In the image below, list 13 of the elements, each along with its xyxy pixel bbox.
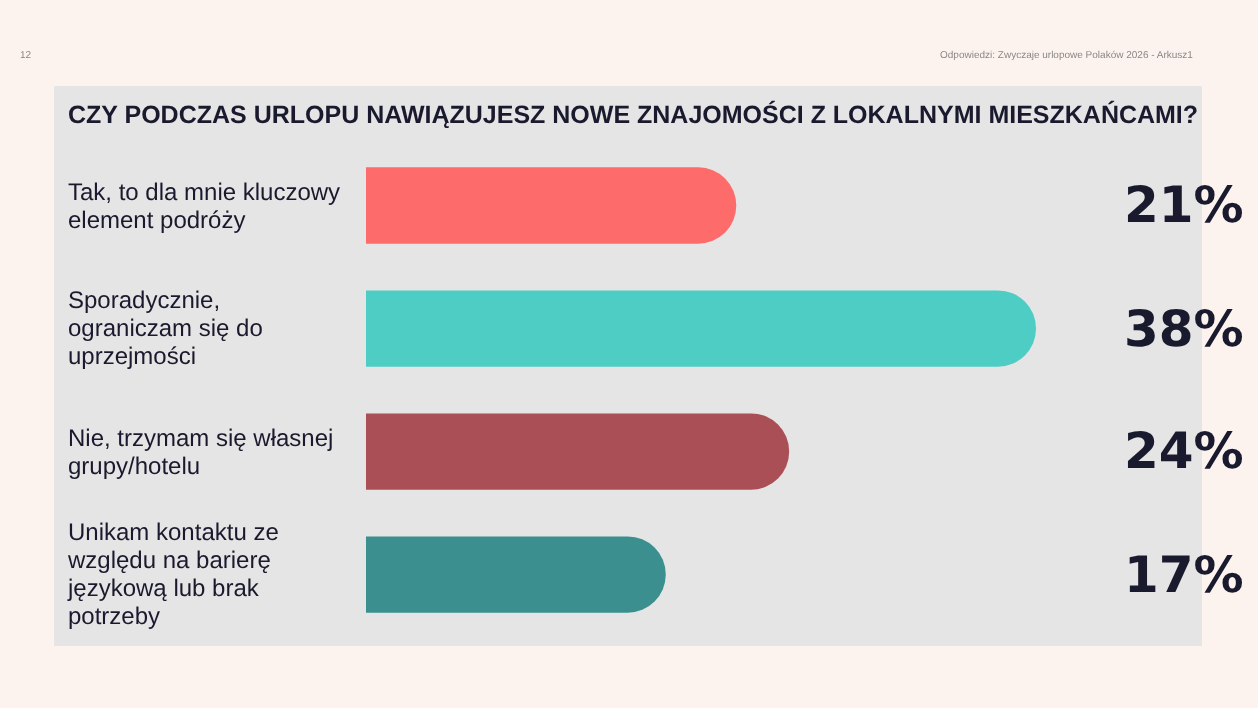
y-tick-label: Unikam kontaktu ze względu na barierę językową lub brak potrzeby xyxy=(68,518,281,631)
bar xyxy=(366,290,1036,367)
chart-title: CZY PODCZAS URLOPU NAWIĄZUJESZ NOWE ZNAJOMOŚCI Z LOKALNYMI MIESZKAŃCAMI? xyxy=(68,98,1199,129)
y-tick-label: Sporadycznie, ograniczam się do uprzejmości xyxy=(68,286,265,371)
bar xyxy=(366,536,666,613)
data-label: 17% xyxy=(1124,546,1244,604)
data-label: 38% xyxy=(1124,300,1244,358)
data-label: 21% xyxy=(1124,176,1244,234)
y-tick-label: Nie, trzymam się własnej grupy/hotelu xyxy=(68,423,336,480)
bar xyxy=(366,413,790,490)
y-tick-label: Tak, to dla mnie kluczowy element podróży xyxy=(68,177,343,234)
data-label: 24% xyxy=(1124,422,1244,480)
bar xyxy=(366,167,737,244)
